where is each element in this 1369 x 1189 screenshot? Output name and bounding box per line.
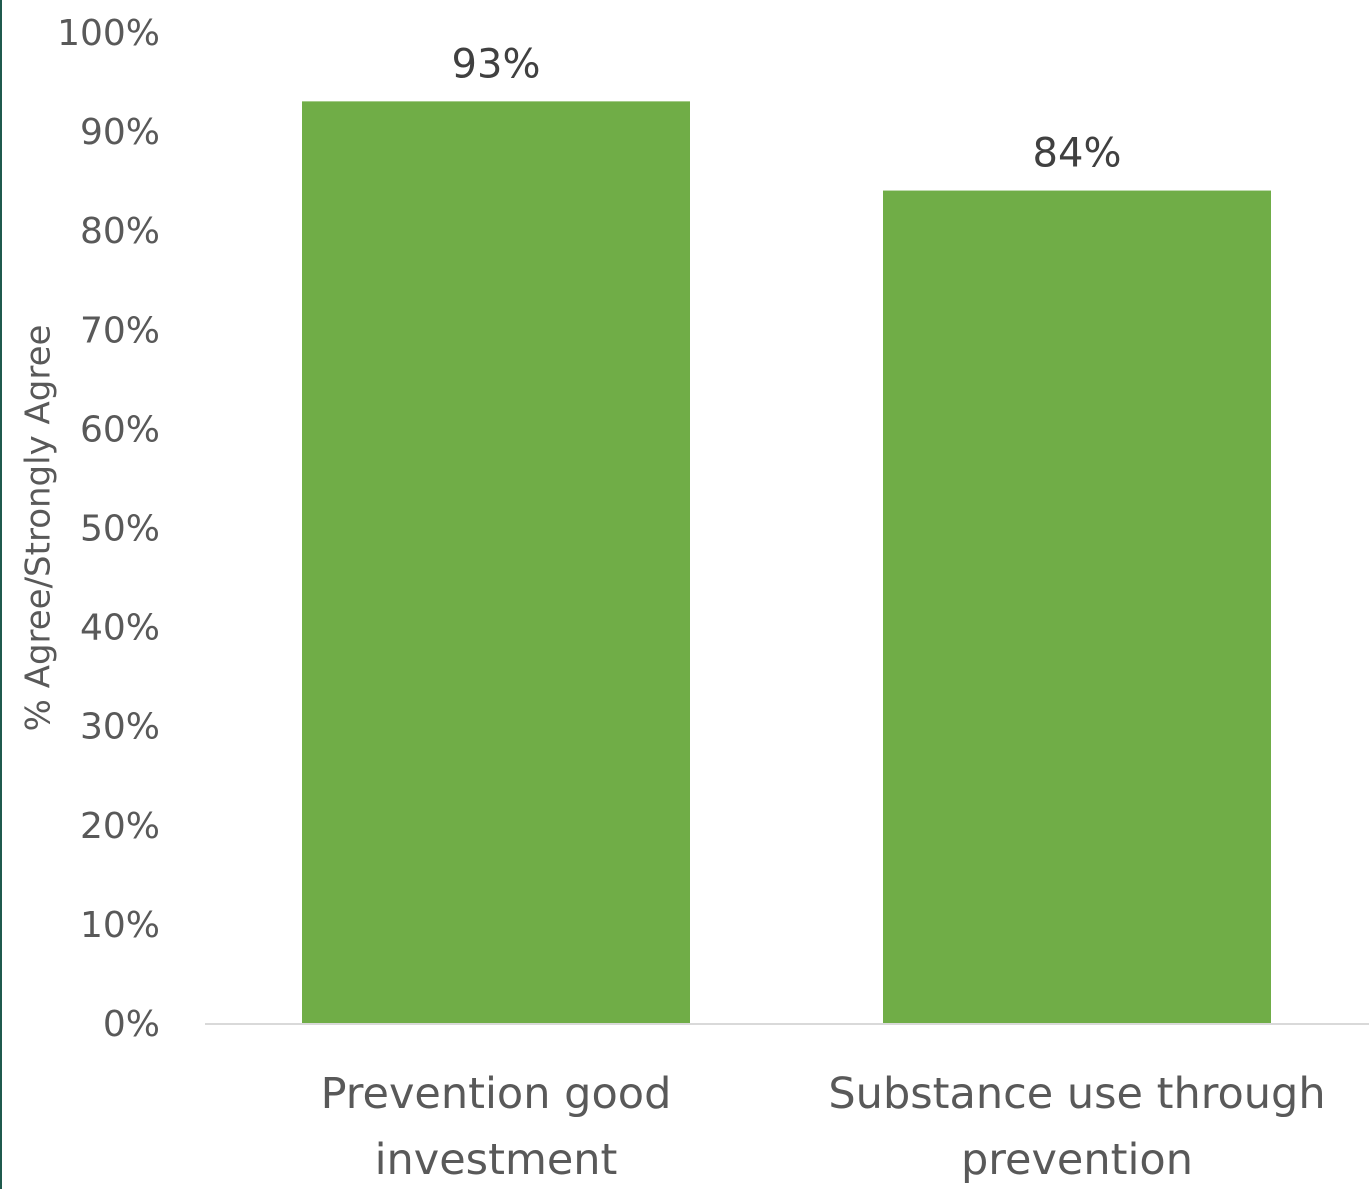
y-tick-label: 30% (80, 707, 160, 748)
y-tick-label: 10% (80, 905, 160, 946)
bar (883, 190, 1271, 1023)
y-tick-label: 80% (80, 211, 160, 252)
y-tick-label: 50% (80, 509, 160, 550)
data-labels: 93% 84% (452, 41, 1122, 176)
category-labels: Prevention good investment Substance use t… (321, 1069, 1326, 1185)
left-edge-border (0, 0, 2, 1189)
data-label: 93% (452, 41, 541, 87)
y-axis-ticks: 0% 10% 20% 30% 40% 50% 60% 70% 80% 90% 100% (57, 13, 160, 1045)
y-tick-label: 100% (57, 13, 160, 54)
category-label: prevention (961, 1135, 1193, 1185)
data-label: 84% (1033, 131, 1122, 177)
category-label: Prevention good (321, 1069, 672, 1119)
y-tick-label: 60% (80, 409, 160, 450)
y-tick-label: 20% (80, 806, 160, 847)
y-tick-label: 90% (80, 112, 160, 153)
y-tick-label: 70% (80, 310, 160, 351)
y-axis-title: % Agree/Strongly Agree (19, 325, 59, 732)
category-label: investment (375, 1135, 618, 1185)
category-label: Substance use through (828, 1069, 1325, 1119)
bar (302, 101, 690, 1024)
y-tick-label: 0% (103, 1004, 160, 1045)
y-tick-label: 40% (80, 608, 160, 649)
bars (302, 101, 1271, 1024)
